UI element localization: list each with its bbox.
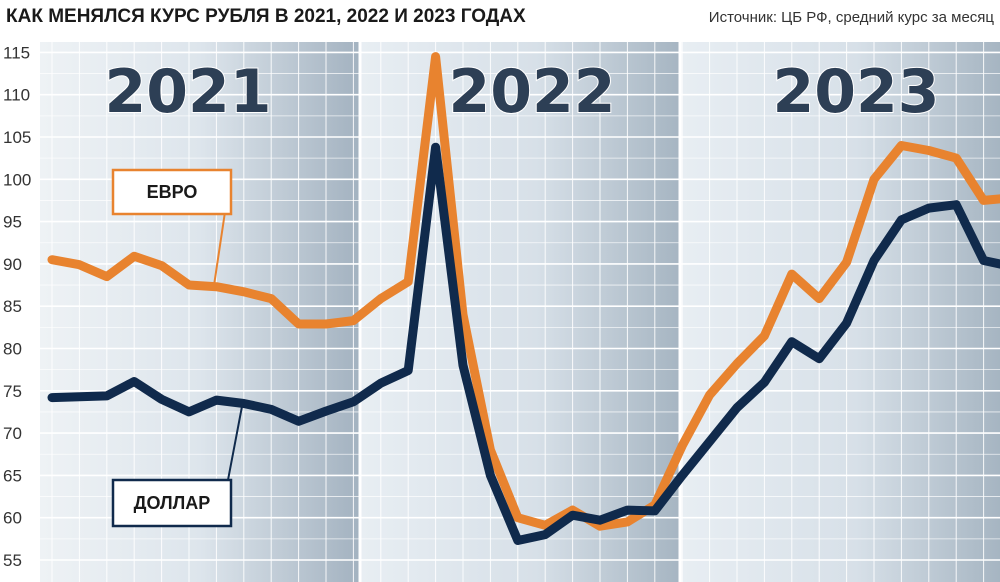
y-tick-label: 105 — [3, 128, 31, 147]
legend-label-dollar: ДОЛЛАР — [134, 493, 211, 513]
y-tick-label: 100 — [3, 170, 31, 189]
y-tick-label: 60 — [3, 509, 22, 528]
year-panel-2023 — [680, 42, 1000, 582]
y-tick-label: 110 — [3, 86, 30, 105]
y-axis-ticks: 55 60 65 70 75 80 85 90 95 100 105 110 115 — [3, 43, 31, 570]
y-tick-label: 80 — [3, 340, 22, 359]
y-tick-label: 75 — [3, 382, 22, 401]
y-tick-label: 115 — [3, 43, 30, 62]
y-tick-label: 65 — [3, 466, 22, 485]
year-label-2023: 2023 — [773, 57, 940, 127]
grid — [40, 42, 1000, 582]
series-line-dollar — [47, 142, 1000, 545]
legend-box-euro — [111, 168, 233, 216]
y-tick-label: 85 — [3, 297, 22, 316]
y-tick-label: 95 — [3, 213, 22, 232]
y-tick-label: 90 — [3, 255, 22, 274]
legend-box-dollar — [111, 478, 233, 528]
y-tick-label: 70 — [3, 424, 22, 443]
series-line-euro — [47, 52, 1000, 531]
chart-source: Источник: ЦБ РФ, средний курс за месяц — [708, 9, 994, 26]
year-labels: 2021 2022 2023 — [104, 56, 941, 128]
chart-title: КАК МЕНЯЛСЯ КУРС РУБЛЯ В 2021, 2022 И 20… — [6, 6, 526, 27]
y-tick-label: 55 — [3, 551, 22, 570]
year-label-2022: 2022 — [449, 57, 616, 127]
year-label-2021: 2021 — [105, 57, 272, 127]
legend-label-euro: ЕВРО — [147, 182, 198, 202]
legend: ЕВРО ДОЛЛАР — [111, 168, 243, 528]
series-lines — [47, 52, 1000, 545]
